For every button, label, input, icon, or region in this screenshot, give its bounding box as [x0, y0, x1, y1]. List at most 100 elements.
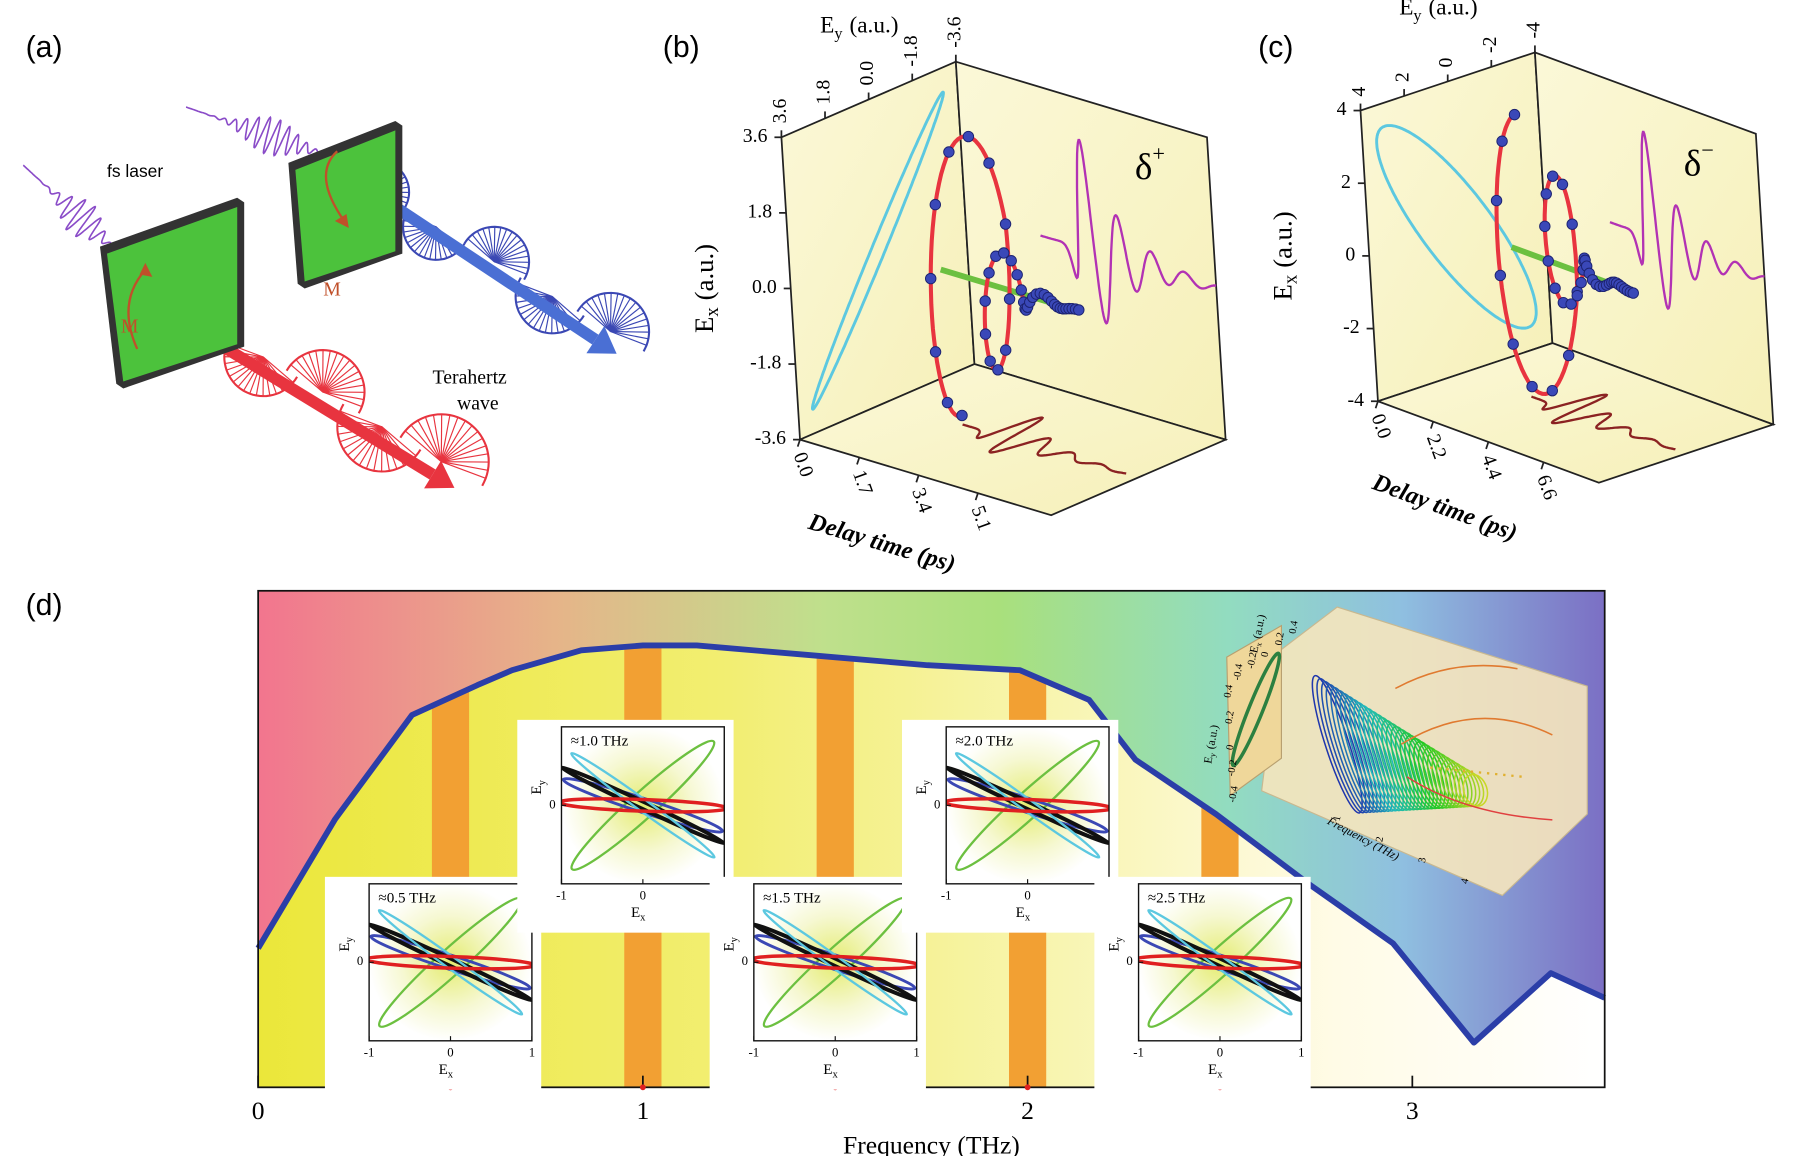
field-hatch	[609, 293, 619, 332]
ex-axis-title-part: (a.u.)	[1268, 211, 1298, 267]
ex-axis-title-part: (a.u.)	[689, 244, 719, 300]
field-hatch	[417, 420, 442, 463]
band-marker	[1024, 1084, 1031, 1091]
magnetization-arrow	[324, 150, 346, 222]
polarization-ellipse	[1138, 954, 1302, 971]
trace-dot	[999, 218, 1012, 230]
inset-3d-tick-label: 3	[1417, 857, 1429, 864]
annotation-part: +	[1152, 141, 1165, 166]
inset-title: ≈1.5 THz	[763, 890, 821, 906]
field-hatch	[494, 261, 529, 269]
spectrum-line	[255, 642, 1606, 1046]
field-hatch	[610, 330, 649, 340]
inset-3d-title: Ex (a.u.)	[1247, 613, 1270, 654]
ex-tick-label: 4	[1337, 98, 1347, 120]
arrow-head	[334, 214, 349, 228]
inset-tick-label: 0	[549, 797, 555, 811]
mirror-label: M	[121, 316, 139, 338]
field-hatch	[322, 391, 364, 401]
ey-tick-label: 4	[1348, 87, 1370, 97]
beam-arrow	[208, 334, 436, 480]
ey-axis-title-part: E	[820, 13, 834, 39]
field-hatch	[591, 297, 611, 332]
ey-axis-title-part: y	[834, 24, 843, 42]
inset-tick-label: 1	[529, 1046, 535, 1060]
ex-tick-label: 3.6	[743, 125, 768, 147]
helix-loop	[1348, 698, 1393, 812]
trace-dot	[1546, 170, 1559, 182]
inset-y-title-part: E	[722, 942, 738, 951]
inset-y-title-part: E	[337, 942, 353, 951]
field-hatch	[476, 230, 495, 262]
annotation: δ+	[1135, 141, 1165, 187]
helix-loop	[1311, 674, 1363, 814]
trace-dot	[979, 295, 991, 307]
inset-y-title: Ey	[530, 779, 549, 794]
inset-3d-tick-label: 2	[1374, 836, 1386, 843]
inset-frame	[1137, 883, 1303, 1042]
polarization-ellipse	[1138, 921, 1302, 1003]
laser-pulse	[185, 106, 329, 157]
ey-tick-label: -4	[1522, 22, 1544, 39]
projection-ellipse	[1230, 651, 1282, 768]
inset-plot	[561, 726, 725, 884]
inset-plot	[753, 883, 917, 1041]
helix-loop	[1316, 677, 1367, 814]
field-hatch	[488, 227, 495, 262]
inset-x-title-part: E	[1208, 1063, 1217, 1079]
trace-dot	[1507, 338, 1519, 350]
field-hatch	[232, 356, 264, 383]
inset-y-title-part: E	[530, 785, 546, 794]
annotation-part: δ	[1135, 146, 1153, 187]
field-hatch	[441, 461, 486, 479]
helix-loop	[1371, 713, 1412, 811]
field-hatch	[365, 426, 383, 469]
ey-axis-title-part: E	[1399, 0, 1413, 21]
field-hatch	[255, 356, 264, 396]
field-hatch	[494, 255, 529, 263]
polarization-ellipse	[561, 797, 725, 814]
inset-tick-label: 0	[1217, 1046, 1223, 1060]
field-hatch	[610, 324, 649, 333]
inset-tick-label: 0	[447, 1046, 453, 1060]
inset-3d-title: Ey(a.u.)	[1201, 724, 1222, 765]
trace-dot	[1562, 349, 1575, 362]
inset-3d-tick-label: -0.4	[1232, 662, 1246, 681]
trace-dot	[1526, 380, 1538, 393]
field-hatch	[263, 356, 294, 383]
field-lobe	[576, 291, 651, 352]
inset-3d-title-part: (a.u.)	[1250, 613, 1268, 640]
field-hatch	[538, 296, 553, 332]
trace-dot	[929, 346, 942, 358]
field-hatch	[441, 445, 487, 463]
trace-dot	[1005, 255, 1017, 267]
trace-ey	[1609, 130, 1765, 311]
field-hatch	[322, 364, 356, 393]
x-axis-title: Frequency (THz)	[843, 1131, 1020, 1156]
trace-dot	[956, 409, 968, 422]
inset-y-title-part: E	[1107, 942, 1123, 951]
polarization-ellipses	[561, 739, 725, 872]
ey-axis-title: Ey (a.u.)	[1399, 0, 1477, 24]
wave-label: Terahertz	[433, 367, 507, 389]
inset-3d-tick-label: 4	[1460, 877, 1472, 885]
inset-3d-tick-label: 0	[1260, 651, 1272, 658]
polarization-ellipses	[946, 739, 1109, 872]
trace-dot	[1015, 284, 1027, 296]
plot-wall	[1375, 342, 1776, 484]
field-hatch	[471, 234, 495, 263]
inset-tick-label: 1	[913, 1046, 919, 1060]
inset-x-title-part: x	[833, 1070, 839, 1081]
field-lobe	[285, 349, 366, 414]
field-hatch	[580, 305, 611, 332]
inset-plot	[946, 726, 1109, 884]
annotation-part: δ	[1684, 143, 1702, 184]
panel-label: (c)	[1258, 31, 1293, 64]
trace-dot	[1003, 293, 1016, 305]
panel-label: (d)	[26, 589, 63, 622]
trace-dot	[1490, 194, 1503, 207]
plot-wall	[1359, 51, 1554, 403]
inset-y-title-part: y	[1114, 936, 1125, 942]
field-hatch	[610, 330, 650, 333]
